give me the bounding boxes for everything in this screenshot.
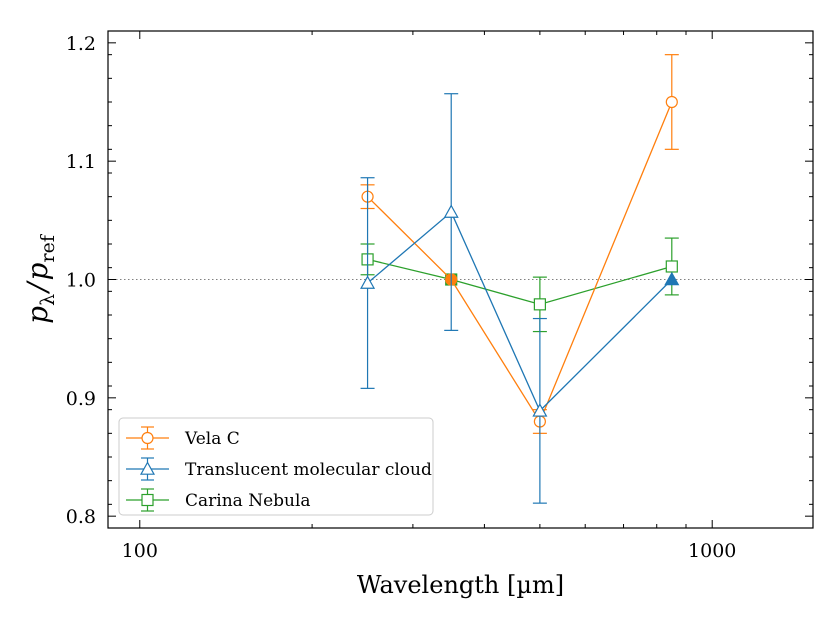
legend-marker-triangle xyxy=(139,461,156,475)
ticks-layer: 100 1000 0.8 0.9 1.0 1.1 1.2 xyxy=(66,30,813,562)
x-tick-label: 1000 xyxy=(688,540,736,562)
legend-label: Carina Nebula xyxy=(185,491,311,511)
series-line xyxy=(367,210,673,412)
y-tick-label: 1.0 xyxy=(66,270,96,292)
data-point-triangle xyxy=(360,275,376,289)
x-axis-title: Wavelength [µm] xyxy=(357,571,564,599)
data-point-circle xyxy=(665,95,678,109)
legend-label: Translucent molecular cloud xyxy=(185,460,432,480)
legend-entry: Carina Nebula xyxy=(126,488,311,512)
x-tick-label: 100 xyxy=(122,540,158,562)
series-layer xyxy=(360,54,680,504)
y-title-p: p xyxy=(21,306,54,324)
y-tick-label: 0.8 xyxy=(66,506,96,528)
legend-marker-square xyxy=(141,493,154,507)
series-line xyxy=(367,258,672,306)
legend-marker-circle xyxy=(141,431,154,445)
y-title-slash: / xyxy=(21,280,54,295)
y-title-p2: p xyxy=(21,262,54,280)
y-title-sub-ref: ref xyxy=(37,233,59,262)
data-point-square xyxy=(665,260,678,273)
data-point-triangle xyxy=(532,403,548,417)
legend-frame xyxy=(118,417,434,516)
legend-entry: Translucent molecular cloud xyxy=(126,457,432,481)
legend: Vela C Translucent molecular cloud Carina … xyxy=(118,417,434,516)
data-point-triangle xyxy=(443,204,459,218)
y-tick-label: 1.2 xyxy=(66,33,96,55)
series-translucent-molecular-cloud xyxy=(360,93,680,504)
data-point-triangle xyxy=(664,271,680,286)
legend-entry: Vela C xyxy=(126,426,240,450)
data-point-square xyxy=(533,298,546,311)
y-tick-label: 1.1 xyxy=(66,151,96,173)
legend-label: Vela C xyxy=(184,429,240,449)
y-axis-title: pλ/pref xyxy=(21,233,59,324)
series-carina-nebula xyxy=(360,237,679,333)
series-vela-c xyxy=(360,54,679,434)
y-tick-label: 0.9 xyxy=(66,388,96,410)
series-line xyxy=(367,101,673,423)
y-title-sub-lambda: λ xyxy=(37,294,59,306)
